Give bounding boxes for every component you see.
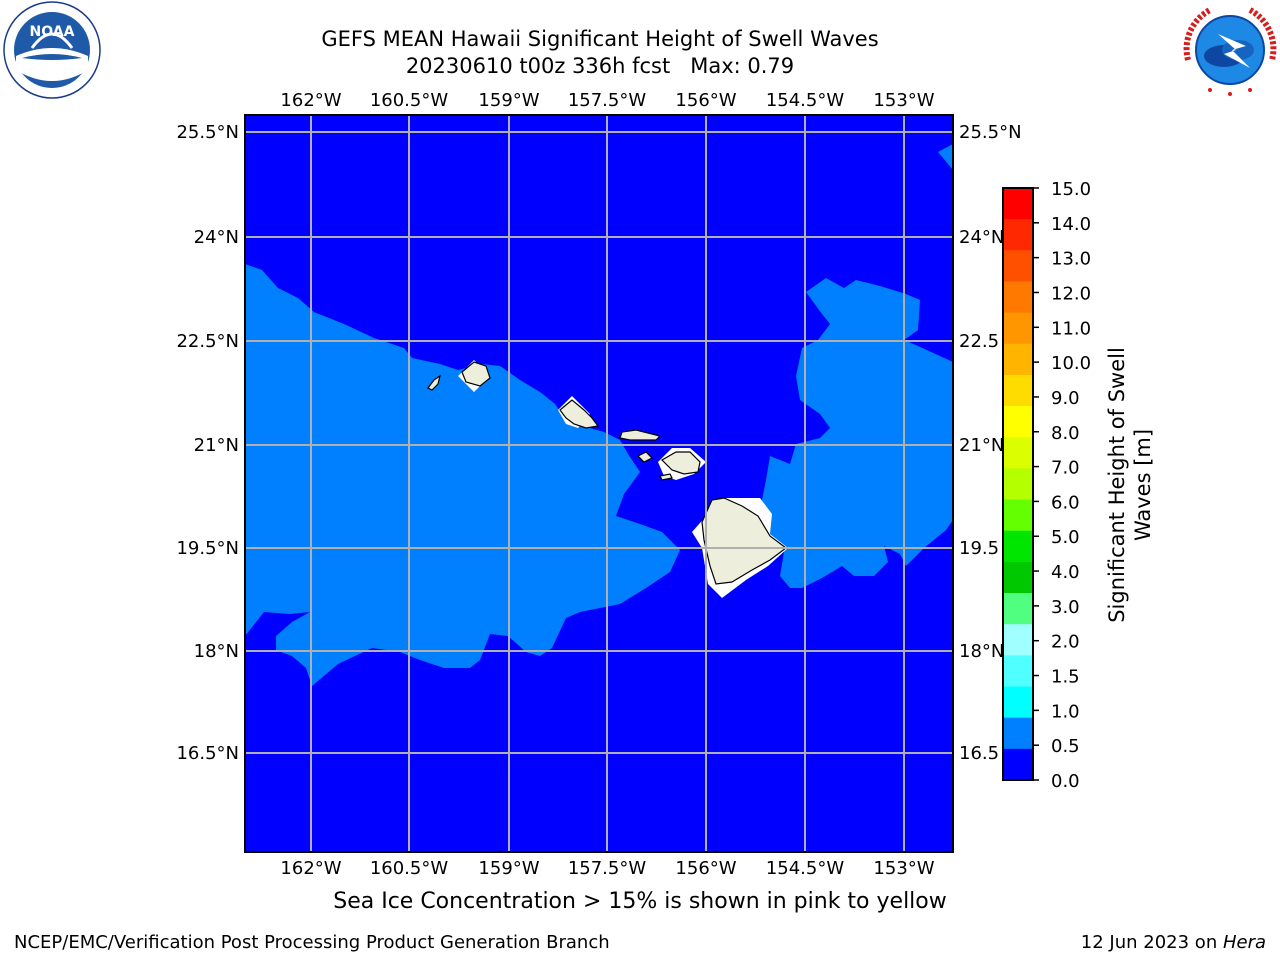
colorbar-tick-label: 0.0 bbox=[1051, 771, 1080, 792]
map-frame bbox=[244, 114, 954, 853]
sea-ice-note: Sea Ice Concentration > 15% is shown in … bbox=[333, 889, 947, 914]
colorbar-swatch bbox=[1003, 717, 1033, 750]
lat-label-left: 24°N bbox=[194, 227, 239, 248]
band-0.5-1.0-northeast bbox=[938, 144, 953, 170]
colorbar-swatch bbox=[1003, 748, 1033, 781]
lat-label-left: 21°N bbox=[194, 435, 239, 456]
colorbar-tick-label: 6.0 bbox=[1051, 492, 1080, 513]
lon-label-top: 153°W bbox=[873, 90, 934, 111]
colorbar-tick-label: 7.0 bbox=[1051, 458, 1080, 479]
lat-label-left: 19.5°N bbox=[176, 538, 239, 559]
colorbar-swatch bbox=[1003, 686, 1033, 719]
lat-label-left: 22.5°N bbox=[176, 331, 239, 352]
title-line-1: GEFS MEAN Hawaii Significant Height of S… bbox=[321, 27, 879, 51]
footer-host: Hera bbox=[1222, 932, 1266, 953]
lat-label-left: 18°N bbox=[194, 641, 239, 662]
lon-label-bottom: 162°W bbox=[280, 858, 341, 879]
colorbar-swatch bbox=[1003, 312, 1033, 345]
colorbar-swatch bbox=[1003, 499, 1033, 532]
lon-label-bottom: 156°W bbox=[675, 858, 736, 879]
island-lanai bbox=[636, 451, 654, 463]
lat-label-right: 21°N bbox=[959, 435, 1004, 456]
colorbar-swatch bbox=[1003, 219, 1033, 251]
island-oahu bbox=[559, 399, 600, 429]
island-kauai bbox=[461, 361, 491, 387]
colorbar-tick-label: 14.0 bbox=[1051, 214, 1091, 235]
lat-label-right: 19.5 bbox=[959, 538, 999, 559]
colorbar-tick-label: 0.5 bbox=[1051, 736, 1080, 757]
lon-label-top: 160.5°W bbox=[370, 90, 449, 111]
colorbar-swatch bbox=[1003, 561, 1033, 594]
colorbar-tick-label: 13.0 bbox=[1051, 249, 1091, 270]
colorbar-tick-label: 1.5 bbox=[1051, 667, 1080, 688]
colorbar-tick-label: 2.0 bbox=[1051, 632, 1080, 653]
colorbar-swatch bbox=[1003, 281, 1033, 314]
island-niihau bbox=[427, 374, 441, 391]
colorbar-swatch bbox=[1003, 593, 1033, 625]
footer-date: 12 Jun 2023 on Hera bbox=[1081, 932, 1266, 953]
colorbar-tick-label: 3.0 bbox=[1051, 597, 1080, 618]
island-kahoolawe bbox=[659, 473, 673, 481]
lat-label-left: 16.5°N bbox=[176, 743, 239, 764]
lon-label-top: 154.5°W bbox=[766, 90, 845, 111]
chart-title: GEFS MEAN Hawaii Significant Height of S… bbox=[0, 26, 1200, 80]
lon-label-bottom: 160.5°W bbox=[370, 858, 449, 879]
band-0.5-1.0-west bbox=[245, 264, 680, 686]
colorbar-swatch bbox=[1003, 437, 1033, 469]
colorbar-tick-label: 4.0 bbox=[1051, 562, 1080, 583]
lon-label-bottom: 159°W bbox=[478, 858, 539, 879]
colorbar-tick-label: 8.0 bbox=[1051, 423, 1080, 444]
colorbar-tick-label: 15.0 bbox=[1051, 179, 1091, 200]
colorbar-label-line-2: Waves [m] bbox=[1131, 429, 1155, 541]
lon-label-bottom: 157.5°W bbox=[568, 858, 647, 879]
island-molokai bbox=[619, 429, 662, 441]
colorbar-tick-label: 9.0 bbox=[1051, 388, 1080, 409]
colorbar-swatch bbox=[1003, 624, 1033, 656]
colorbar-swatch bbox=[1003, 655, 1033, 688]
colorbar-label-line-1: Significant Height of Swell bbox=[1105, 347, 1129, 623]
colorbar-swatch bbox=[1003, 530, 1033, 563]
colorbar-tick-label: 11.0 bbox=[1051, 318, 1091, 339]
lat-label-left: 25.5°N bbox=[176, 122, 239, 143]
noaa-logo-text: NOAA bbox=[30, 24, 75, 40]
colorbar-tick-label: 12.0 bbox=[1051, 283, 1091, 304]
colorbar-tick-label: 1.0 bbox=[1051, 701, 1080, 722]
colorbar-swatch bbox=[1003, 374, 1033, 407]
colorbar-swatch bbox=[1003, 250, 1033, 282]
lon-label-top: 162°W bbox=[280, 90, 341, 111]
footer-producer: NCEP/EMC/Verification Post Processing Pr… bbox=[14, 932, 610, 953]
title-line-2: 20230610 t00z 336h fcst Max: 0.79 bbox=[405, 54, 795, 78]
colorbar-frame bbox=[1002, 187, 1034, 781]
lon-label-top: 159°W bbox=[478, 90, 539, 111]
colorbar-swatch bbox=[1003, 343, 1033, 376]
lat-label-right: 16.5 bbox=[959, 743, 999, 764]
national-weather-service-logo-icon bbox=[1183, 3, 1277, 97]
lon-label-top: 157.5°W bbox=[568, 90, 647, 111]
lon-label-top: 156°W bbox=[675, 90, 736, 111]
lat-label-right: 22.5 bbox=[959, 331, 999, 352]
noaa-logo-icon: NOAA bbox=[3, 1, 101, 99]
colorbar-swatch bbox=[1003, 188, 1033, 220]
colorbar-tick-label: 5.0 bbox=[1051, 527, 1080, 548]
lon-label-bottom: 153°W bbox=[873, 858, 934, 879]
footer-date-text: 12 Jun 2023 on bbox=[1080, 932, 1223, 953]
lon-label-bottom: 154.5°W bbox=[766, 858, 845, 879]
map-gridlines bbox=[245, 115, 953, 852]
colorbar-swatch bbox=[1003, 468, 1033, 501]
lat-label-right: 18°N bbox=[959, 641, 1004, 662]
colorbar-tick-label: 10.0 bbox=[1051, 353, 1091, 374]
colorbar-swatch bbox=[1003, 406, 1033, 438]
island-maui bbox=[661, 451, 701, 475]
lat-label-right: 24°N bbox=[959, 227, 1004, 248]
lat-label-right: 25.5°N bbox=[959, 122, 1022, 143]
